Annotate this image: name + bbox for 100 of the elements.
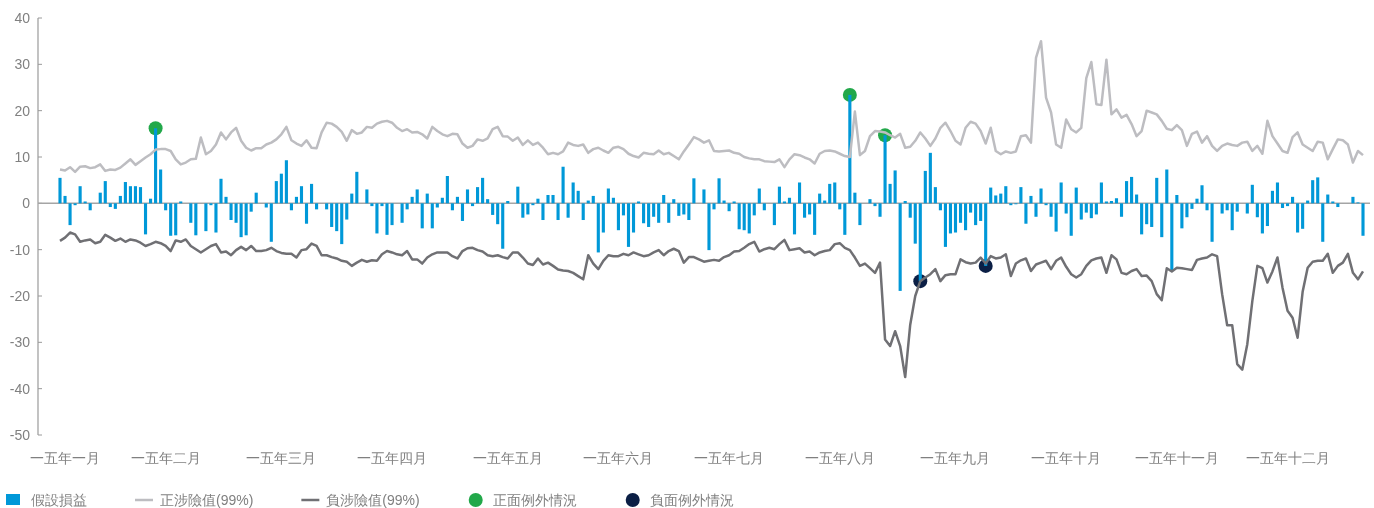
- bar: [647, 203, 651, 227]
- bar: [315, 203, 319, 210]
- bar: [969, 203, 973, 213]
- bar: [470, 203, 475, 207]
- bar: [103, 181, 107, 204]
- x-tick-label: 一五年二月: [130, 450, 201, 466]
- bar: [833, 182, 837, 204]
- bar: [818, 193, 822, 204]
- bar: [254, 192, 258, 204]
- bar: [1321, 203, 1325, 242]
- bar: [1361, 203, 1365, 236]
- bar: [1160, 203, 1164, 238]
- bar: [244, 203, 248, 236]
- bar: [1220, 203, 1224, 214]
- bar: [702, 189, 706, 204]
- bar: [1270, 190, 1274, 204]
- bar: [928, 152, 932, 204]
- bar: [979, 203, 983, 221]
- bar: [1019, 187, 1023, 204]
- bar: [541, 203, 545, 221]
- bar: [616, 203, 620, 231]
- y-tick-label: 40: [14, 10, 31, 26]
- bar: [486, 199, 490, 204]
- bar: [727, 203, 731, 212]
- bar: [68, 203, 72, 226]
- bar: [989, 187, 993, 204]
- bar: [1275, 182, 1280, 204]
- bar: [1054, 203, 1058, 232]
- bar: [566, 203, 570, 218]
- bar: [631, 203, 636, 233]
- bar: [923, 170, 927, 204]
- bar: [340, 203, 344, 245]
- bar: [405, 203, 409, 210]
- bar: [571, 182, 575, 204]
- bar: [1150, 203, 1154, 227]
- bar: [1124, 181, 1129, 204]
- bar: [943, 203, 947, 247]
- bar: [868, 199, 872, 204]
- bar: [1039, 188, 1043, 204]
- bar: [159, 169, 163, 204]
- bar: [1351, 196, 1355, 204]
- y-tick-label: 0: [22, 195, 31, 212]
- bar: [772, 203, 776, 226]
- bar: [797, 182, 802, 204]
- bar: [123, 182, 127, 204]
- bar: [913, 203, 917, 244]
- legend-label: 假設損益: [31, 492, 87, 508]
- bar: [964, 203, 968, 231]
- bar: [118, 195, 122, 204]
- bar: [933, 187, 937, 204]
- legend-label: 負涉險值(99%): [326, 492, 420, 508]
- bar: [808, 203, 812, 215]
- bar: [526, 203, 530, 215]
- bar: [269, 203, 273, 242]
- bar: [204, 203, 208, 232]
- bar: [662, 194, 666, 204]
- bar: [189, 203, 193, 223]
- bar: [309, 183, 314, 204]
- bar: [1165, 169, 1169, 204]
- bar: [330, 203, 334, 227]
- bar: [1155, 177, 1159, 204]
- bar: [1235, 203, 1239, 212]
- bar: [1245, 203, 1249, 214]
- bar: [642, 203, 646, 224]
- bar: [556, 203, 560, 221]
- bar: [370, 203, 374, 207]
- bar: [687, 203, 691, 221]
- x-tick-label: 一五年四月: [357, 450, 428, 466]
- bar: [1185, 203, 1189, 218]
- bar: [672, 199, 676, 204]
- bar: [1089, 203, 1093, 219]
- bar: [1140, 203, 1144, 235]
- bar: [194, 203, 198, 236]
- bar: [435, 203, 439, 208]
- bar: [1311, 180, 1315, 204]
- x-tick-label: 一五年五月: [472, 450, 543, 466]
- bar: [677, 203, 681, 216]
- x-tick-label: 一五年一月: [30, 450, 101, 466]
- bar: [1024, 203, 1028, 224]
- bar: [465, 189, 470, 204]
- y-tick-label: 10: [14, 149, 31, 165]
- y-tick-label: -20: [9, 288, 31, 304]
- bar: [657, 203, 661, 223]
- bar: [792, 203, 797, 235]
- bar: [249, 203, 253, 212]
- bar: [1301, 203, 1305, 229]
- bar: [828, 183, 832, 204]
- bar: [229, 203, 233, 221]
- bar: [420, 203, 424, 229]
- bar: [501, 203, 505, 249]
- bar: [174, 203, 178, 236]
- bar: [516, 186, 520, 204]
- bar: [1170, 203, 1174, 271]
- bar: [289, 203, 293, 211]
- bar: [757, 188, 761, 204]
- bar: [355, 171, 359, 204]
- bar: [274, 181, 278, 204]
- bar: [581, 203, 585, 221]
- x-tick-label: 一五年七月: [694, 450, 765, 466]
- bar: [138, 187, 143, 204]
